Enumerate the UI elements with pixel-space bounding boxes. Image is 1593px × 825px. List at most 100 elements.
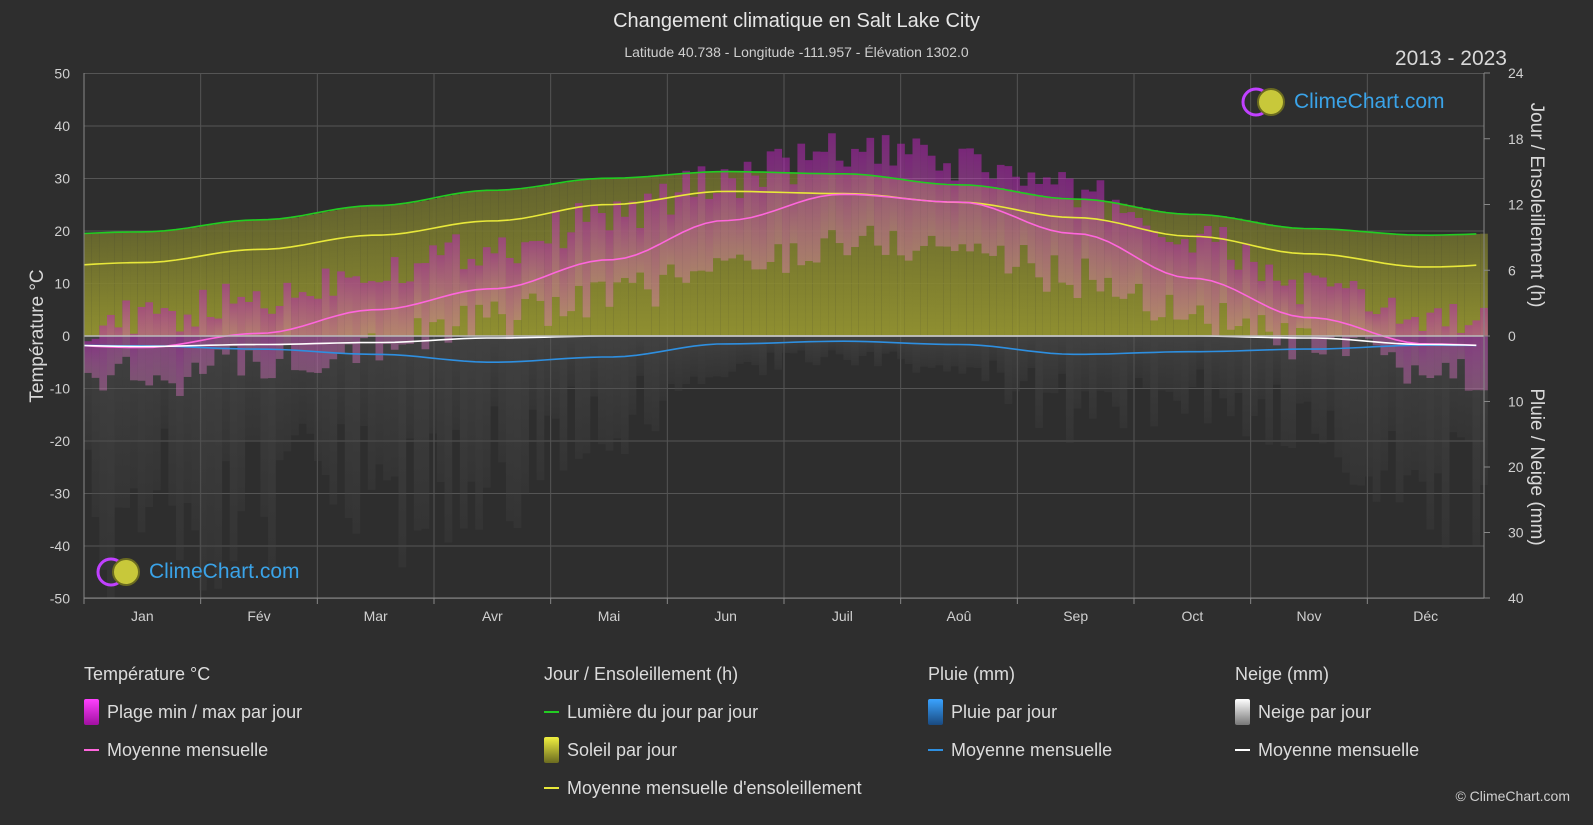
legend-item: Lumière du jour par jour [544,699,862,725]
temp-range-bar [229,303,238,347]
temp-range-bar [436,255,445,320]
precip-bar [1180,336,1189,414]
sunshine-bar [206,224,215,336]
precip-bar [950,336,959,367]
y3-tick-label: 10 [1508,394,1524,410]
precip-bar [567,336,575,387]
temp-range-bar [1472,320,1481,391]
temp-range-bar [904,154,913,261]
temp-range-bar [636,228,644,273]
chart-title: Changement climatique en Salt Lake City [613,10,980,32]
y-tick-label: 50 [54,66,70,82]
precip-bar [1357,336,1366,486]
temp-range-bar [199,289,207,374]
precip-bar [736,336,744,364]
sunshine-bar [406,203,414,336]
precip-bar [191,336,200,531]
precip-bar [505,336,514,522]
temp-range-bar [1265,264,1274,332]
precip-bar [1372,336,1381,502]
precip-bar [383,336,391,481]
precip-bar [1081,336,1089,392]
temp-range-bar [628,201,637,283]
legend-item: Pluie par jour [928,699,1112,725]
precip-bar [436,336,445,482]
line-swatch [928,749,943,751]
precip-bar [1219,336,1228,399]
temp-range-bar [1234,269,1243,326]
precip-bar [1119,336,1128,429]
x-tick-label: Jun [714,608,737,624]
sunshine-bar [1280,226,1289,336]
precip-bar [613,336,621,439]
precip-bar [183,336,192,504]
temp-range-bar [1403,319,1412,384]
sunshine-bar [99,232,108,336]
daylight-line [83,170,1477,237]
temp-range-bar [843,166,852,256]
precip-bar [268,336,276,572]
sunshine-bar [935,183,944,336]
precip-bar [1334,336,1343,458]
temp-range-bar [690,196,698,272]
precip-bar [1434,336,1442,474]
temp-range-bar [291,297,299,371]
precip-bar [1273,336,1281,385]
rain-mean-line [83,340,1477,363]
temp-range-bar [91,338,100,378]
temp-range-bar [544,243,552,326]
legend-item: Neige par jour [1235,699,1419,725]
precip-bar [920,336,928,367]
precip-bar [229,336,238,562]
sunshine-bar [298,216,307,336]
sunshine-bar [344,207,353,336]
y3-tick-label: 30 [1508,525,1524,541]
precip-bar [935,336,944,366]
temp-range-bar [1273,280,1281,346]
precip-bar [1303,336,1312,402]
precip-bar [406,336,414,439]
sunshine-bar [130,231,138,336]
temp-range-bar [337,271,345,354]
precip-bar [713,336,721,377]
temp-range-bar [160,308,169,381]
temp-range-bar [1357,289,1366,338]
precip-bar [574,336,583,459]
y-tick-label: 40 [54,118,70,134]
temp-range-bar [344,277,353,345]
precip-bar [659,336,668,401]
temp-range-bar [620,216,629,278]
legend-title: Jour / Ensoleillement (h) [544,664,739,684]
temp-range-bar [352,276,361,364]
precip-bar [283,336,292,452]
sunshine-bar [835,173,844,336]
precip-bar [1311,336,1320,434]
precip-bar [222,336,230,462]
temp-range-bar [1365,311,1373,339]
range-swatch [84,699,99,725]
precip-bar [874,336,882,367]
precip-bar [130,336,138,489]
precip-bar [628,336,637,415]
temp-range-bar [429,245,437,323]
temp-range-bar [298,292,307,371]
precip-bar [697,336,706,385]
sunshine-bar [168,230,177,336]
temp-range-bar [1134,217,1143,284]
precip-bar [306,336,315,434]
precip-bar [743,336,752,363]
precip-bar [812,336,821,366]
x-tick-label: Fév [247,608,270,624]
sunshine-bar [1296,228,1304,336]
temp-range-bar [390,257,399,350]
precip-bar [1288,336,1297,449]
sunshine-bar [153,231,161,336]
temp-range-bar [1111,199,1120,297]
precip-bar [1104,336,1112,393]
precip-bar [789,336,798,354]
temp-range-bar [1257,281,1266,316]
temp-range-bar [490,253,499,302]
temp-range-bar [1157,237,1166,318]
temp-range-bar [659,183,668,275]
x-tick-label: Mar [364,608,388,624]
